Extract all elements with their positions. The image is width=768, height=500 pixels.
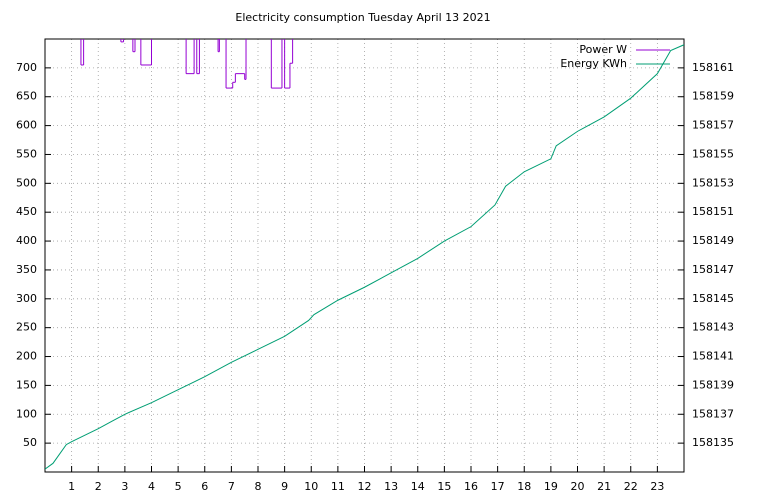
x-tick-label: 17: [491, 480, 505, 493]
x-tick-label: 13: [384, 480, 398, 493]
x-tick-label: 10: [304, 480, 318, 493]
y2-tick-label: 158141: [692, 350, 734, 363]
y-tick-label: 550: [16, 147, 37, 160]
x-tick-label: 15: [437, 480, 451, 493]
y2-tick-label: 158161: [692, 61, 734, 74]
y-tick-label: 100: [16, 407, 37, 420]
x-tick-label: 22: [624, 480, 638, 493]
y2-tick-label: 158145: [692, 292, 734, 305]
x-tick-label: 9: [281, 480, 288, 493]
y-tick-label: 700: [16, 61, 37, 74]
plot-area: [45, 39, 684, 470]
y2-tick-label: 158139: [692, 378, 734, 391]
x-tick-label: 2: [95, 480, 102, 493]
y-tick-label: 150: [16, 378, 37, 391]
x-tick-label: 12: [358, 480, 372, 493]
x-tick-label: 23: [650, 480, 664, 493]
x-tick-label: 1: [68, 480, 75, 493]
legend-label: Energy KWh: [560, 57, 627, 70]
y2-tick-label: 158135: [692, 436, 734, 449]
y-tick-label: 400: [16, 234, 37, 247]
y-tick-label: 50: [23, 436, 37, 449]
x-tick-label: 6: [201, 480, 208, 493]
legend-label: Power W: [579, 43, 627, 56]
x-tick-label: 16: [464, 480, 478, 493]
y-tick-label: 500: [16, 176, 37, 189]
y-tick-label: 600: [16, 119, 37, 132]
x-tick-label: 5: [175, 480, 182, 493]
x-tick-label: 8: [255, 480, 262, 493]
x-tick-label: 20: [571, 480, 585, 493]
y-tick-label: 650: [16, 90, 37, 103]
y2-tick-label: 158151: [692, 205, 734, 218]
x-tick-label: 3: [121, 480, 128, 493]
y2-tick-label: 158147: [692, 263, 734, 276]
plot-frame: [44, 38, 685, 473]
y2-tick-label: 158143: [692, 321, 734, 334]
y-tick-label: 350: [16, 263, 37, 276]
y-tick-label: 450: [16, 205, 37, 218]
x-tick-label: 19: [544, 480, 558, 493]
series-line: [45, 44, 684, 470]
y-tick-label: 250: [16, 321, 37, 334]
x-tick-label: 7: [228, 480, 235, 493]
x-tick-label: 18: [517, 480, 531, 493]
y-tick-label: 200: [16, 350, 37, 363]
y2-tick-label: 158149: [692, 234, 734, 247]
y2-tick-label: 158155: [692, 147, 734, 160]
x-tick-label: 4: [148, 480, 155, 493]
x-tick-label: 11: [331, 480, 345, 493]
x-tick-label: 14: [411, 480, 425, 493]
chart-title: Electricity consumption Tuesday April 13…: [235, 11, 490, 24]
x-tick-label: 21: [597, 480, 611, 493]
y2-tick-label: 158137: [692, 407, 734, 420]
y2-tick-label: 158159: [692, 90, 734, 103]
y2-tick-label: 158157: [692, 119, 734, 132]
y2-tick-label: 158153: [692, 176, 734, 189]
y-tick-label: 300: [16, 292, 37, 305]
